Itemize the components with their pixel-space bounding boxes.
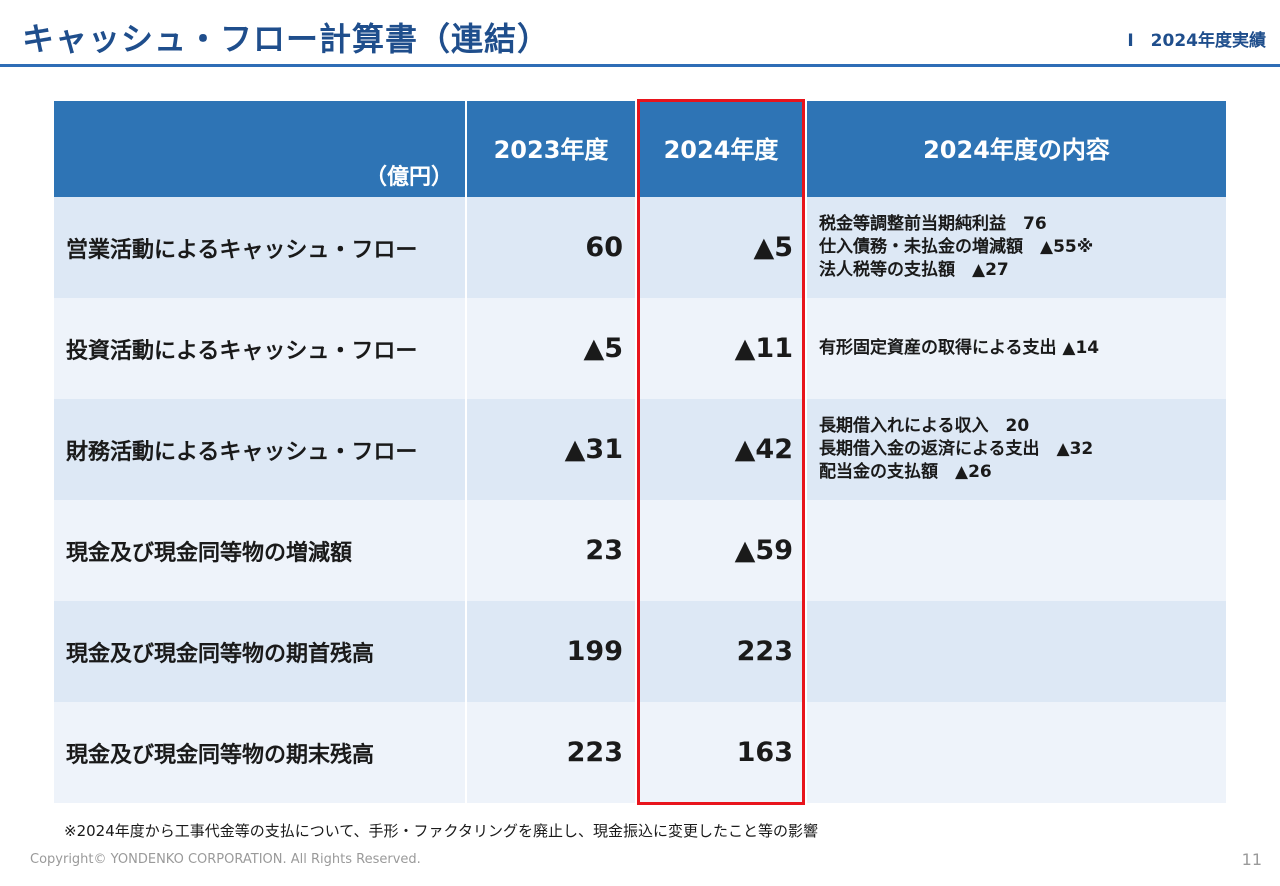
- row-label: 現金及び現金同等物の期末残高: [54, 702, 467, 803]
- detail-cell: 長期借入れによる収入 20 長期借入金の返済による支出 ▲32 配当金の支払額 …: [806, 399, 1226, 500]
- value-2023: 60: [466, 197, 637, 298]
- value-2024: ▲59: [636, 500, 807, 601]
- detail-line: 有形固定資産の取得による支出 ▲14: [819, 338, 1100, 358]
- value-2024: ▲5: [636, 197, 807, 298]
- value-2023: 199: [466, 601, 637, 702]
- row-label: 財務活動によるキャッシュ・フロー: [54, 399, 467, 500]
- row-label: 現金及び現金同等物の増減額: [54, 500, 467, 601]
- row-label: 営業活動によるキャッシュ・フロー: [54, 197, 467, 298]
- row-label: 現金及び現金同等物の期首残高: [54, 601, 467, 702]
- detail-cell: [806, 601, 1226, 702]
- section-label: Ⅰ 2024年度実績: [1127, 31, 1266, 51]
- row-label: 投資活動によるキャッシュ・フロー: [54, 298, 467, 399]
- value-2024: 163: [636, 702, 807, 803]
- detail-line: 配当金の支払額 ▲26: [819, 462, 992, 482]
- column-header-2024: 2024年度: [636, 101, 807, 197]
- table-header-row: （億円） 2023年度 2024年度 2024年度の内容: [54, 101, 1226, 197]
- table-row-investing: 投資活動によるキャッシュ・フロー ▲5 ▲11 有形固定資産の取得による支出 ▲…: [54, 298, 1226, 399]
- detail-cell: [806, 500, 1226, 601]
- page-title: キャッシュ・フロー計算書（連結）: [22, 20, 551, 58]
- copyright-notice: Copyright© YONDENKO CORPORATION. All Rig…: [30, 852, 421, 867]
- page-number: 11: [1241, 850, 1262, 869]
- table-row-operating: 営業活動によるキャッシュ・フロー 60 ▲5 税金等調整前当期純利益 76 仕入…: [54, 197, 1226, 298]
- unit-label: （億円）: [54, 101, 467, 197]
- detail-line: 長期借入れによる収入 20: [819, 416, 1030, 436]
- detail-cell: [806, 702, 1226, 803]
- footnote: ※2024年度から工事代金等の支払について、手形・ファクタリングを廃止し、現金振…: [64, 822, 818, 840]
- detail-line: 法人税等の支払額 ▲27: [819, 260, 1009, 280]
- detail-line: 長期借入金の返済による支出 ▲32: [819, 439, 1094, 459]
- detail-line: 税金等調整前当期純利益 76: [819, 214, 1047, 234]
- value-2024: ▲11: [636, 298, 807, 399]
- cash-flow-table: （億円） 2023年度 2024年度 2024年度の内容 営業活動によるキャッシ…: [54, 101, 1226, 803]
- table-row-ending-balance: 現金及び現金同等物の期末残高 223 163: [54, 702, 1226, 803]
- column-header-2023: 2023年度: [466, 101, 637, 197]
- value-2023: ▲5: [466, 298, 637, 399]
- value-2023: 23: [466, 500, 637, 601]
- title-divider: [0, 64, 1280, 67]
- value-2023: 223: [466, 702, 637, 803]
- value-2023: ▲31: [466, 399, 637, 500]
- detail-cell: 有形固定資産の取得による支出 ▲14: [806, 298, 1226, 399]
- table-row-financing: 財務活動によるキャッシュ・フロー ▲31 ▲42 長期借入れによる収入 20 長…: [54, 399, 1226, 500]
- detail-cell: 税金等調整前当期純利益 76 仕入債務・未払金の増減額 ▲55※ 法人税等の支払…: [806, 197, 1226, 298]
- table-row-net-change: 現金及び現金同等物の増減額 23 ▲59: [54, 500, 1226, 601]
- value-2024: 223: [636, 601, 807, 702]
- table-row-beginning-balance: 現金及び現金同等物の期首残高 199 223: [54, 601, 1226, 702]
- column-header-details: 2024年度の内容: [806, 101, 1226, 197]
- detail-line: 仕入債務・未払金の増減額 ▲55※: [819, 237, 1094, 257]
- value-2024: ▲42: [636, 399, 807, 500]
